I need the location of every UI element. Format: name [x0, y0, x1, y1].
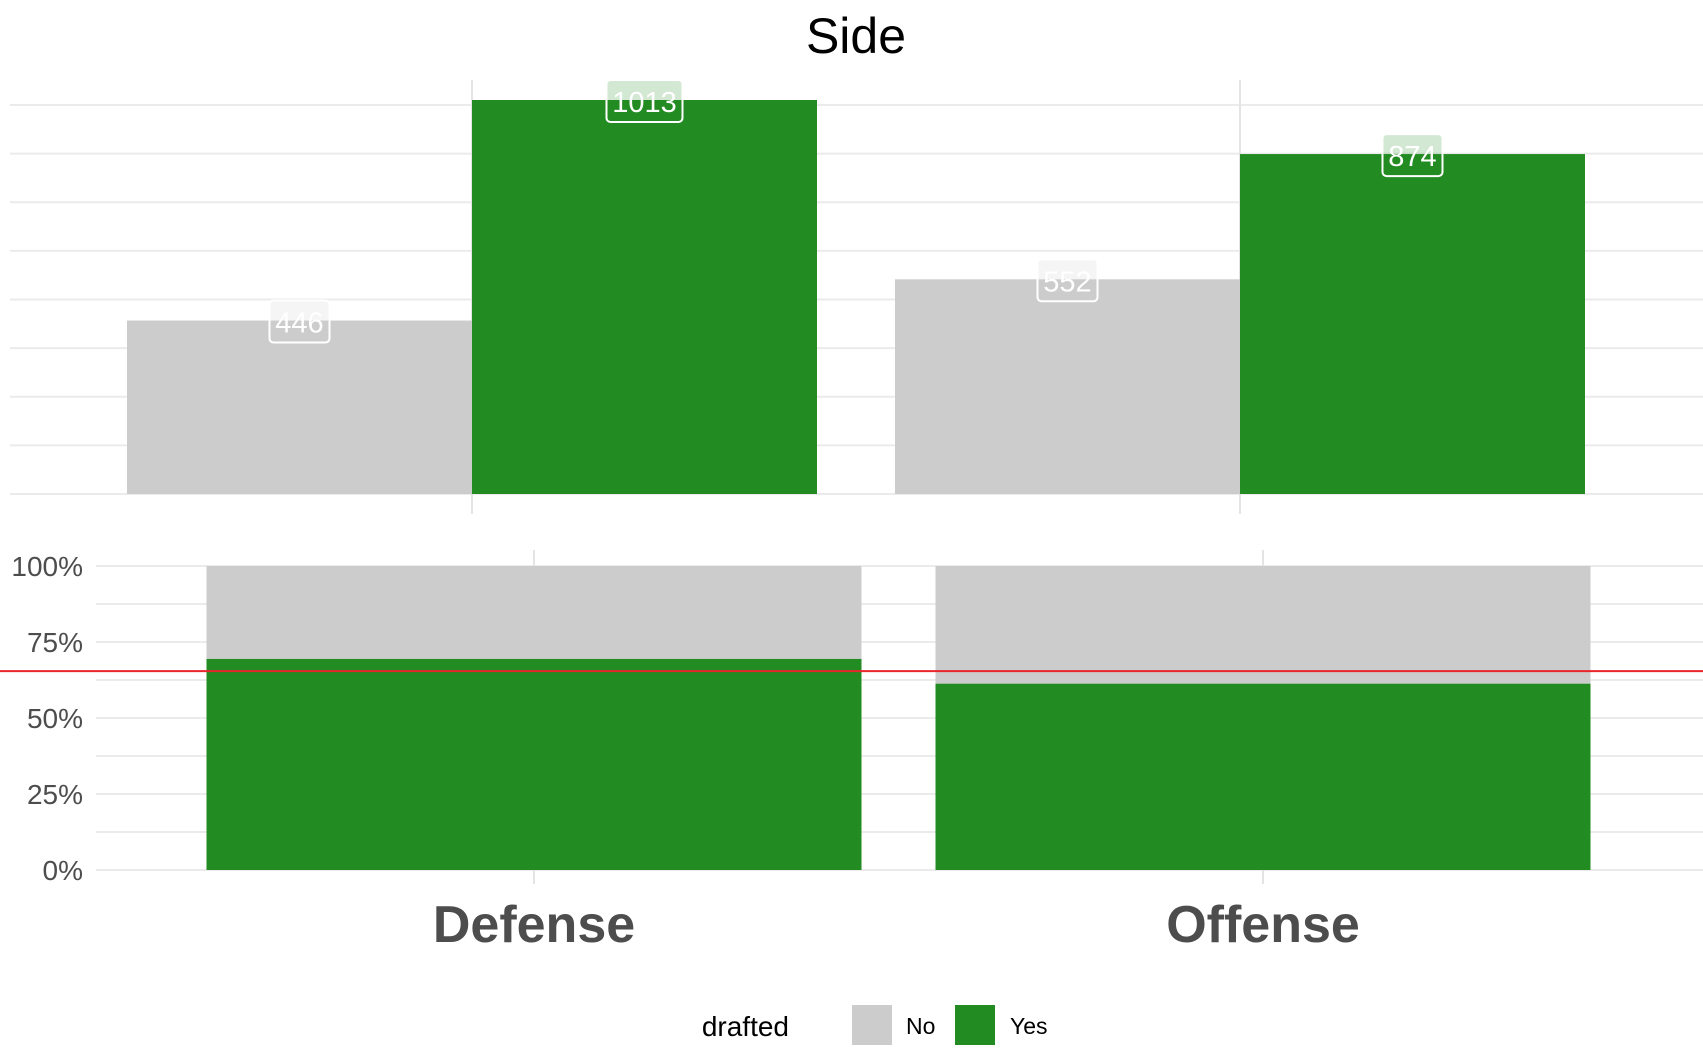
data-label-offense-no: 552 [1036, 258, 1099, 303]
legend-label-yes: Yes [1010, 1013, 1048, 1039]
bar-offense-no-count [895, 279, 1240, 494]
y-tick-label: 100% [11, 551, 83, 582]
bar-offense-no-share [935, 566, 1591, 684]
data-label-text: 552 [1043, 266, 1091, 298]
legend-title: drafted [702, 1011, 789, 1042]
data-label-offense-yes: 874 [1381, 133, 1444, 178]
data-label-box [1381, 133, 1444, 178]
legend-label-no: No [906, 1013, 935, 1039]
counts-panel: 446 1013 552 874 [10, 79, 1703, 514]
data-label-box [268, 299, 331, 344]
data-label-box [605, 79, 684, 123]
data-label-box [1036, 258, 1099, 303]
y-tick-label: 25% [27, 779, 83, 810]
bar-defense-yes-count [472, 100, 817, 494]
x-category-label: Defense [433, 896, 635, 954]
legend-swatch-no [852, 1005, 892, 1045]
legend: drafted No Yes [702, 1005, 1048, 1045]
legend-swatch-yes [955, 1005, 995, 1045]
bar-defense-no-count [127, 320, 472, 494]
bar-offense-yes-count [1240, 154, 1585, 494]
x-category-label: Offense [1166, 896, 1360, 954]
chart-title: Side [806, 8, 906, 64]
y-tick-label: 0% [43, 855, 83, 886]
data-label-defense-yes: 1013 [605, 79, 684, 123]
bar-offense-yes-share [935, 683, 1591, 870]
data-label-text: 446 [275, 308, 323, 340]
proportions-panel: 0% 25% 50% 75% 100% Defense Offense [0, 550, 1703, 954]
y-tick-label: 75% [27, 627, 83, 658]
y-tick-label: 50% [27, 703, 83, 734]
data-label-text: 1013 [612, 87, 677, 119]
data-label-defense-no: 446 [268, 299, 331, 344]
data-label-text: 874 [1388, 141, 1436, 173]
bar-defense-yes-share [206, 658, 862, 870]
bar-defense-no-share [206, 566, 862, 659]
